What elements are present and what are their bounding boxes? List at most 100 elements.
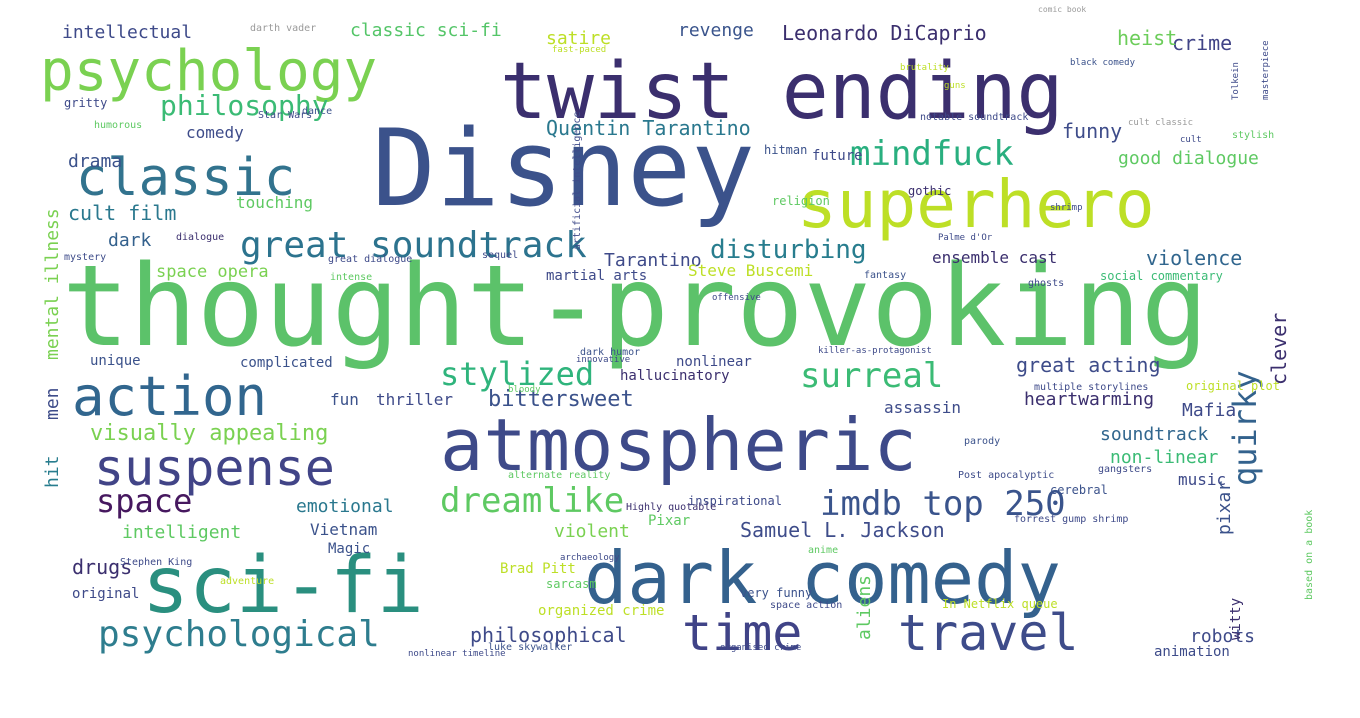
word-tolkein: Tolkein — [1231, 62, 1241, 100]
word-music: music — [1178, 470, 1226, 489]
word-action: action — [72, 365, 267, 428]
word-twist-ending: twist ending — [500, 47, 1064, 137]
word-anime: anime — [808, 545, 838, 556]
word-adventure: adventure — [220, 576, 274, 587]
word-mafia: Mafia — [1182, 400, 1236, 421]
word-hallucinatory: hallucinatory — [620, 368, 730, 384]
word-comedy: comedy — [186, 123, 244, 142]
word-mental-illness: mental illness — [42, 208, 63, 360]
word-mystery: mystery — [64, 252, 106, 263]
word-animation: animation — [1154, 644, 1230, 660]
word-psychology: psychology — [40, 39, 377, 104]
word-heartwarming: heartwarming — [1024, 389, 1154, 410]
word-heist: heist — [1117, 26, 1177, 50]
word-stylish: stylish — [1232, 130, 1274, 141]
word-fast-paced: fast-paced — [552, 45, 606, 55]
word-steve-buscemi: Steve Buscemi — [688, 261, 813, 280]
word-crime: crime — [1172, 31, 1232, 55]
word-intelligent: intelligent — [122, 522, 241, 543]
word-dark-humor: dark humor — [580, 347, 640, 358]
word-intense: intense — [330, 272, 372, 283]
word-stephen-king: Stephen King — [120, 557, 192, 568]
word-revenge: revenge — [678, 20, 754, 41]
word-comic-book: comic book — [1038, 5, 1086, 14]
word-magic: Magic — [328, 541, 370, 557]
word-future: future — [812, 148, 863, 164]
word-aliens: aliens — [854, 575, 875, 640]
word-funny: funny — [1062, 119, 1122, 143]
word-leonardo-dicaprio: Leonardo DiCaprio — [782, 21, 987, 45]
word-nonlinear: nonlinear — [676, 354, 752, 370]
word-in-netflix-queue: In Netflix queue — [942, 597, 1058, 611]
word-mindfuck: mindfuck — [850, 134, 1014, 174]
word-alternate-reality: alternate reality — [508, 470, 610, 481]
word-artificial-intelligence: artificial intelligence — [572, 112, 583, 250]
word-imdb-top-250: imdb top 250 — [820, 484, 1066, 524]
word-unique: unique — [90, 353, 141, 369]
word-darth-vader: darth vader — [250, 23, 316, 34]
word-assassin: assassin — [884, 398, 961, 417]
word-multiple-storylines: multiple storylines — [1034, 382, 1148, 393]
word-quentin-tarantino: Quentin Tarantino — [546, 116, 751, 140]
word-innovative: innovative — [576, 355, 630, 365]
word-inspirational: inspirational — [688, 494, 782, 508]
word-cerebral: cerebral — [1050, 483, 1108, 497]
word-vietnam: Vietnam — [310, 520, 377, 539]
word-original-plot: original plot — [1186, 379, 1280, 393]
word-organised-crime: organised crime — [720, 643, 801, 653]
word-great-soundtrack: great soundtrack — [240, 225, 587, 266]
word-non-linear: non-linear — [1110, 447, 1219, 468]
word-luke-skywalker: luke skywalker — [488, 642, 572, 653]
word-pixar: pixar — [1214, 481, 1235, 535]
word-dialogue: dialogue — [176, 232, 224, 243]
word-witty: witty — [1228, 598, 1244, 640]
word-archaeology: archaeology — [560, 553, 620, 563]
word-guns: guns — [944, 81, 966, 91]
word-classic-sci-fi: classic sci-fi — [350, 20, 502, 41]
word-brad-pitt: Brad Pitt — [500, 561, 576, 577]
word-men: men — [42, 387, 63, 420]
word-dance: dance — [302, 106, 332, 117]
word-bittersweet: bittersweet — [488, 387, 634, 412]
word-thought-provoking: thought-provoking — [62, 242, 1208, 372]
word-ghosts: ghosts — [1028, 278, 1064, 289]
word-organized-crime: organized crime — [538, 603, 664, 619]
word-soundtrack: soundtrack — [1100, 424, 1209, 445]
word-humorous: humorous — [94, 120, 142, 131]
word-stylized: stylized — [440, 355, 594, 393]
word-dark-comedy: dark comedy — [584, 536, 1061, 620]
word-gritty: gritty — [64, 96, 107, 110]
word-atmospheric: atmospheric — [440, 403, 917, 487]
word-very-funny: very funny — [740, 586, 812, 600]
word-gothic: gothic — [908, 184, 951, 198]
word-violent: violent — [554, 521, 630, 542]
word-quirky: quirky — [1226, 370, 1264, 486]
word-dreamlike: dreamlike — [440, 481, 624, 521]
word-original: original — [72, 586, 139, 602]
word-violence: violence — [1146, 246, 1242, 270]
word-tarantino: Tarantino — [604, 250, 702, 271]
word-fantasy: fantasy — [864, 270, 906, 281]
word-sci-fi: sci-fi — [142, 541, 424, 631]
word-cult: cult — [1180, 135, 1202, 145]
word-clever: clever — [1267, 313, 1291, 385]
word-social-commentary: social commentary — [1100, 269, 1223, 283]
word-great-dialogue: great dialogue — [328, 254, 412, 265]
word-space: space — [96, 482, 192, 520]
word-black-comedy: black comedy — [1070, 58, 1136, 68]
word-robots: robots — [1190, 626, 1255, 647]
word-space-opera: space opera — [156, 262, 269, 282]
word-shrimp: shrimp — [1050, 203, 1083, 213]
word-complicated: complicated — [240, 355, 333, 371]
word-disturbing: disturbing — [710, 235, 867, 265]
word-emotional: emotional — [296, 496, 394, 517]
word-space-action: space action — [770, 600, 842, 611]
word-forrest-gump-shrimp: forrest gump shrimp — [1014, 514, 1128, 525]
word-cult-film: cult film — [68, 201, 176, 225]
word-hitman: hitman — [764, 143, 807, 157]
word-sarcasm: sarcasm — [546, 577, 597, 591]
word-pixar: Pixar — [648, 513, 690, 529]
word-samuel-l-jackson: Samuel L. Jackson — [740, 518, 945, 542]
